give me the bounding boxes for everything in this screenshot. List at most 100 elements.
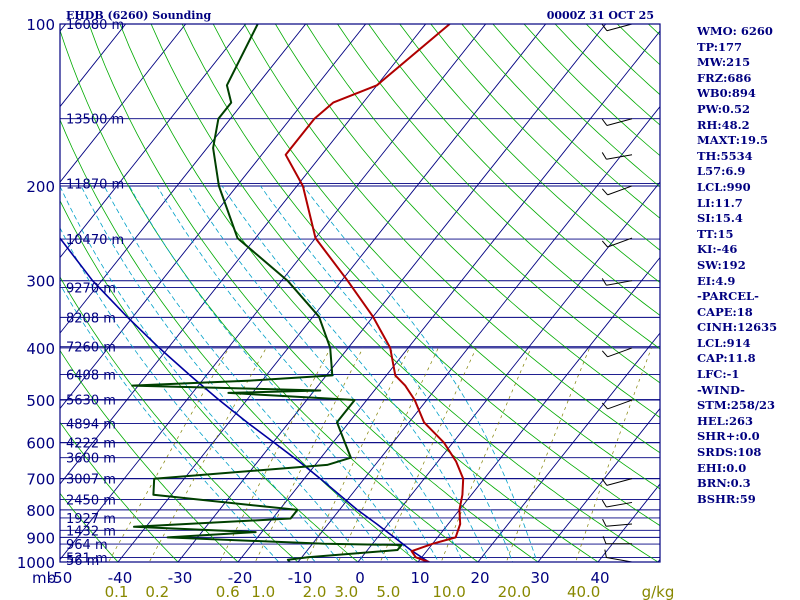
isotherm xyxy=(477,332,660,562)
index-value: TH:5534 xyxy=(697,148,753,163)
wind-barb-flag xyxy=(601,240,608,248)
isotherm xyxy=(60,24,187,183)
mixing-ratio-line xyxy=(108,347,230,562)
isotherm xyxy=(417,256,660,562)
mixing-ratio-tick-label: 20.0 xyxy=(498,583,531,600)
mixing-ratio-line xyxy=(505,347,590,562)
plot-frame xyxy=(59,23,661,563)
height-label: 16080 m xyxy=(66,18,124,33)
index-value: WB0:894 xyxy=(697,86,756,101)
isotherm xyxy=(60,24,487,561)
wind-barb xyxy=(607,399,633,410)
mixing-ratio-tick-label: 2.0 xyxy=(303,583,327,600)
isotherm xyxy=(177,24,607,562)
moist-adiabat xyxy=(156,185,440,562)
index-value: SRDS:108 xyxy=(697,445,762,460)
chart-title: EHDB (6260) Sounding xyxy=(66,9,211,22)
wind-barb-flag xyxy=(601,188,608,196)
wind-barb xyxy=(607,347,633,358)
mixing-ratio-tick-label: 0.2 xyxy=(145,583,169,600)
moist-adiabat xyxy=(60,283,280,562)
height-label: 3007 m xyxy=(66,473,116,488)
dry-adiabat xyxy=(430,24,660,251)
mixing-ratio-tick-label: 0.6 xyxy=(216,583,240,600)
pressure-tick-label: 500 xyxy=(26,392,55,410)
isotherm xyxy=(60,24,307,334)
index-value: MAXT:19.5 xyxy=(697,133,768,148)
dry-adiabat xyxy=(337,24,660,350)
dry-adiabat xyxy=(212,24,660,490)
wind-barb xyxy=(606,501,633,508)
wind-barb xyxy=(606,478,633,486)
wind-barb-flag xyxy=(601,402,608,410)
wind-barb xyxy=(606,280,633,286)
index-value: STM:258/23 xyxy=(697,398,776,413)
mixing-ratio-tick-label: 1.0 xyxy=(251,583,275,600)
index-value: CAPE:18 xyxy=(697,304,753,319)
temperature-tick-label: 40 xyxy=(590,569,609,587)
mixing-ratio-tick-label: 3.0 xyxy=(334,583,358,600)
dry-adiabat xyxy=(60,199,359,562)
temperature-tick-label: 0 xyxy=(355,569,365,587)
temperature-trace xyxy=(284,24,465,562)
wind-barb-flag xyxy=(601,350,608,358)
temperature-tick-label: 30 xyxy=(530,569,549,587)
moist-adiabat xyxy=(260,185,514,562)
moist-adiabat xyxy=(60,227,316,562)
temperature-tick-label: 10 xyxy=(410,569,429,587)
mixing-ratio-tick-label: 5.0 xyxy=(376,583,400,600)
height-label: 9270 m xyxy=(66,282,116,297)
dry-adiabat xyxy=(181,24,660,527)
pressure-tick-label: 200 xyxy=(26,178,55,196)
temperature-tick-label: -30 xyxy=(168,569,193,587)
index-value: WMO: 6260 xyxy=(697,24,773,38)
dewpoint-trace xyxy=(131,24,403,562)
height-label: 6408 m xyxy=(66,368,116,383)
mixing-ratio-tick-label: 40.0 xyxy=(567,583,600,600)
mixing-ratio-unit-label: g/kg xyxy=(642,583,675,600)
pressure-tick-label: 100 xyxy=(26,16,55,34)
wind-barb xyxy=(606,118,633,126)
moist-adiabat xyxy=(80,185,365,562)
height-label: 1432 m xyxy=(66,524,116,539)
pressure-unit-label: mb xyxy=(32,569,56,587)
temperature-tick-label: -50 xyxy=(48,569,73,587)
valid-time: 0000Z 31 OCT 25 xyxy=(547,9,654,22)
wind-barb-flag xyxy=(604,549,607,558)
dry-adiabat xyxy=(60,492,119,562)
dry-adiabat xyxy=(60,118,419,562)
isotherm xyxy=(117,24,547,562)
dry-adiabat xyxy=(60,421,179,562)
height-label: 964 m xyxy=(66,538,108,553)
height-label: 8208 m xyxy=(66,311,116,326)
mixing-ratio-line xyxy=(440,347,532,562)
wind-barb-flag xyxy=(602,518,607,527)
index-value: -WIND- xyxy=(697,382,745,397)
height-label: 4894 m xyxy=(66,418,116,433)
temperature-tick-label: -20 xyxy=(228,569,253,587)
pressure-tick-label: 600 xyxy=(26,435,55,453)
parcel-trace xyxy=(60,236,430,562)
wind-barb xyxy=(607,237,633,248)
dry-adiabat xyxy=(150,24,659,562)
pressure-tick-label: 700 xyxy=(26,471,55,489)
isotherm xyxy=(357,181,660,562)
isotherm xyxy=(60,24,247,259)
height-label: 2450 m xyxy=(66,493,116,508)
pressure-tick-label: 400 xyxy=(26,340,55,358)
isotherm xyxy=(60,24,427,485)
index-value: CINH:12635 xyxy=(697,320,778,335)
mixing-ratio-line xyxy=(254,347,364,562)
moist-adiabat xyxy=(128,185,415,562)
wind-barb-flag xyxy=(601,152,607,160)
height-label: 10470 m xyxy=(66,233,124,248)
index-value: EI:4.9 xyxy=(697,273,736,288)
dry-adiabat xyxy=(306,24,660,384)
isotherm xyxy=(237,30,660,562)
index-value: SI:15.4 xyxy=(697,211,743,226)
height-label: 4222 m xyxy=(66,437,116,452)
height-label: 1927 m xyxy=(66,512,116,527)
moist-adiabat xyxy=(303,185,538,562)
index-value: BRN:0.3 xyxy=(697,476,751,491)
